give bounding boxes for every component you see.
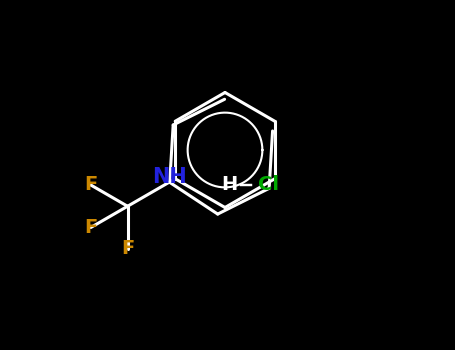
Text: H: H [222, 175, 238, 194]
Text: F: F [84, 175, 97, 195]
Text: NH: NH [152, 167, 187, 187]
Text: Cl: Cl [258, 175, 279, 194]
Text: F: F [84, 218, 97, 237]
Text: F: F [121, 239, 134, 258]
